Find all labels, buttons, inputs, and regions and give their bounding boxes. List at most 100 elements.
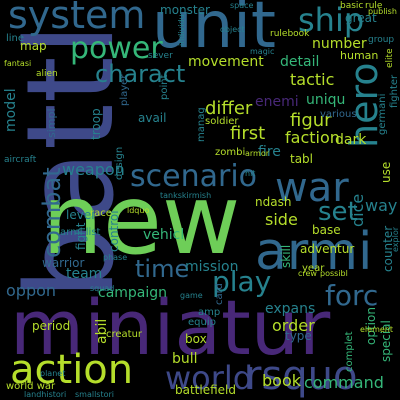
word-skill: skill (279, 244, 293, 268)
word-simpl: simpl (45, 108, 58, 138)
word-human: human (340, 49, 379, 62)
word-battlefield: battlefield (175, 383, 236, 397)
word-dice: dice (348, 193, 367, 227)
word-rule: rule (365, 1, 383, 11)
word-world-war: world war (6, 381, 56, 392)
word-miniatur: miniatur (10, 283, 331, 372)
word-basic: basic (340, 1, 364, 11)
word-planet: planet (40, 369, 66, 378)
word-squad: squad (90, 284, 115, 293)
word-campaign: campaign (98, 285, 168, 301)
word-base: base (312, 223, 341, 237)
word-vehicl: vehicl (143, 227, 185, 243)
word-time: time (135, 255, 190, 283)
word-faction: faction (285, 128, 340, 147)
word-armi-list: armi list (60, 227, 101, 238)
word-detail: detail (280, 54, 320, 70)
word-ship: ship (298, 1, 365, 39)
word-model: model (3, 88, 19, 132)
word-way: way (365, 196, 398, 215)
word-charact: charact (95, 60, 186, 88)
word-system: system (8, 0, 146, 37)
word-period: period (32, 319, 71, 333)
word-smallstori: smallstori (75, 390, 115, 399)
word-bull: bull (172, 351, 198, 367)
word-element: element (360, 325, 393, 334)
word-race: race (90, 208, 112, 219)
word-combat: combat (38, 167, 66, 258)
word-box: box (185, 332, 207, 346)
word-publish: publish (368, 7, 397, 16)
word-tankskirmish: tankskirmish (160, 191, 212, 200)
word-troop: troop (89, 108, 103, 140)
word-adventur: adventur (300, 242, 355, 256)
word-crew: crew (298, 269, 317, 278)
word-card: card (214, 283, 225, 305)
word-fire: fire (258, 144, 281, 160)
word-line: line (6, 33, 25, 44)
word-avail: avail (138, 111, 167, 125)
word-space: space (230, 1, 254, 10)
word-forc: forc (325, 279, 379, 312)
word-complet: complet (344, 331, 355, 372)
word-individu: individu (177, 14, 186, 46)
word-point: point (159, 74, 170, 100)
word-alien: alien (36, 69, 58, 79)
word-germani: germani (377, 93, 388, 135)
word-ldquo: ldquo (127, 206, 150, 215)
word-uniqu: uniqu (306, 92, 346, 108)
word-explor: explor (391, 227, 400, 252)
word-expans: expans (265, 301, 316, 317)
word-equip: equip (188, 317, 216, 328)
word-number: number (312, 36, 367, 52)
word-rulebook: rulebook (270, 29, 310, 39)
word-landhistori: landhistori (24, 390, 67, 399)
word-use: use (379, 161, 393, 183)
word-oppon: oppon (6, 281, 57, 300)
word-scenario: scenario (130, 159, 258, 194)
word-object: object (220, 25, 245, 34)
word-sever: sever (148, 51, 173, 61)
word-level: level (66, 208, 95, 222)
word-armi: armi (255, 222, 373, 282)
word-unit: unit (152, 0, 276, 63)
word-warrior: warrior (42, 256, 85, 270)
word-creatur: creatur (106, 329, 143, 340)
word-aircraft: aircraft (4, 155, 37, 165)
word-magic: magic (250, 47, 275, 56)
word-game: game (180, 291, 203, 300)
word-side: side (265, 210, 298, 229)
word-type: type (285, 329, 312, 343)
word-dark: dark (335, 132, 367, 148)
word-group: group (368, 35, 395, 45)
word-figur: figur (290, 110, 332, 131)
word-enemi: enemi (255, 94, 299, 110)
word-year: year (302, 263, 325, 274)
word-fantasi: fantasi (4, 59, 32, 68)
word-tabl: tabl (290, 152, 314, 166)
word-map: map (20, 39, 47, 53)
word-war: war (275, 165, 349, 211)
word-first: first (230, 123, 266, 144)
word-armor: armor (245, 149, 270, 158)
word-ndash: ndash (255, 195, 292, 209)
word-player: player (119, 74, 130, 106)
word-phase: phase (103, 253, 128, 262)
word-possibl: possibl (320, 269, 348, 278)
word-great: great (345, 11, 377, 25)
word-amp: amp (198, 307, 221, 318)
word-movement: movement (188, 54, 264, 70)
word-order: order (272, 316, 315, 335)
word-hit: hit (245, 169, 256, 178)
word-manag: manag (196, 107, 207, 142)
word-various: various (320, 109, 357, 120)
word-zombi: zombi (215, 147, 246, 158)
word-elite: elite (385, 48, 395, 68)
word-mission: mission (185, 259, 239, 275)
word-command: command (304, 373, 384, 392)
word-tactic: tactic (290, 70, 335, 89)
word-action: action (10, 347, 134, 393)
word-fighter: fighter (389, 74, 400, 108)
word-weapon: weapon (62, 160, 125, 179)
